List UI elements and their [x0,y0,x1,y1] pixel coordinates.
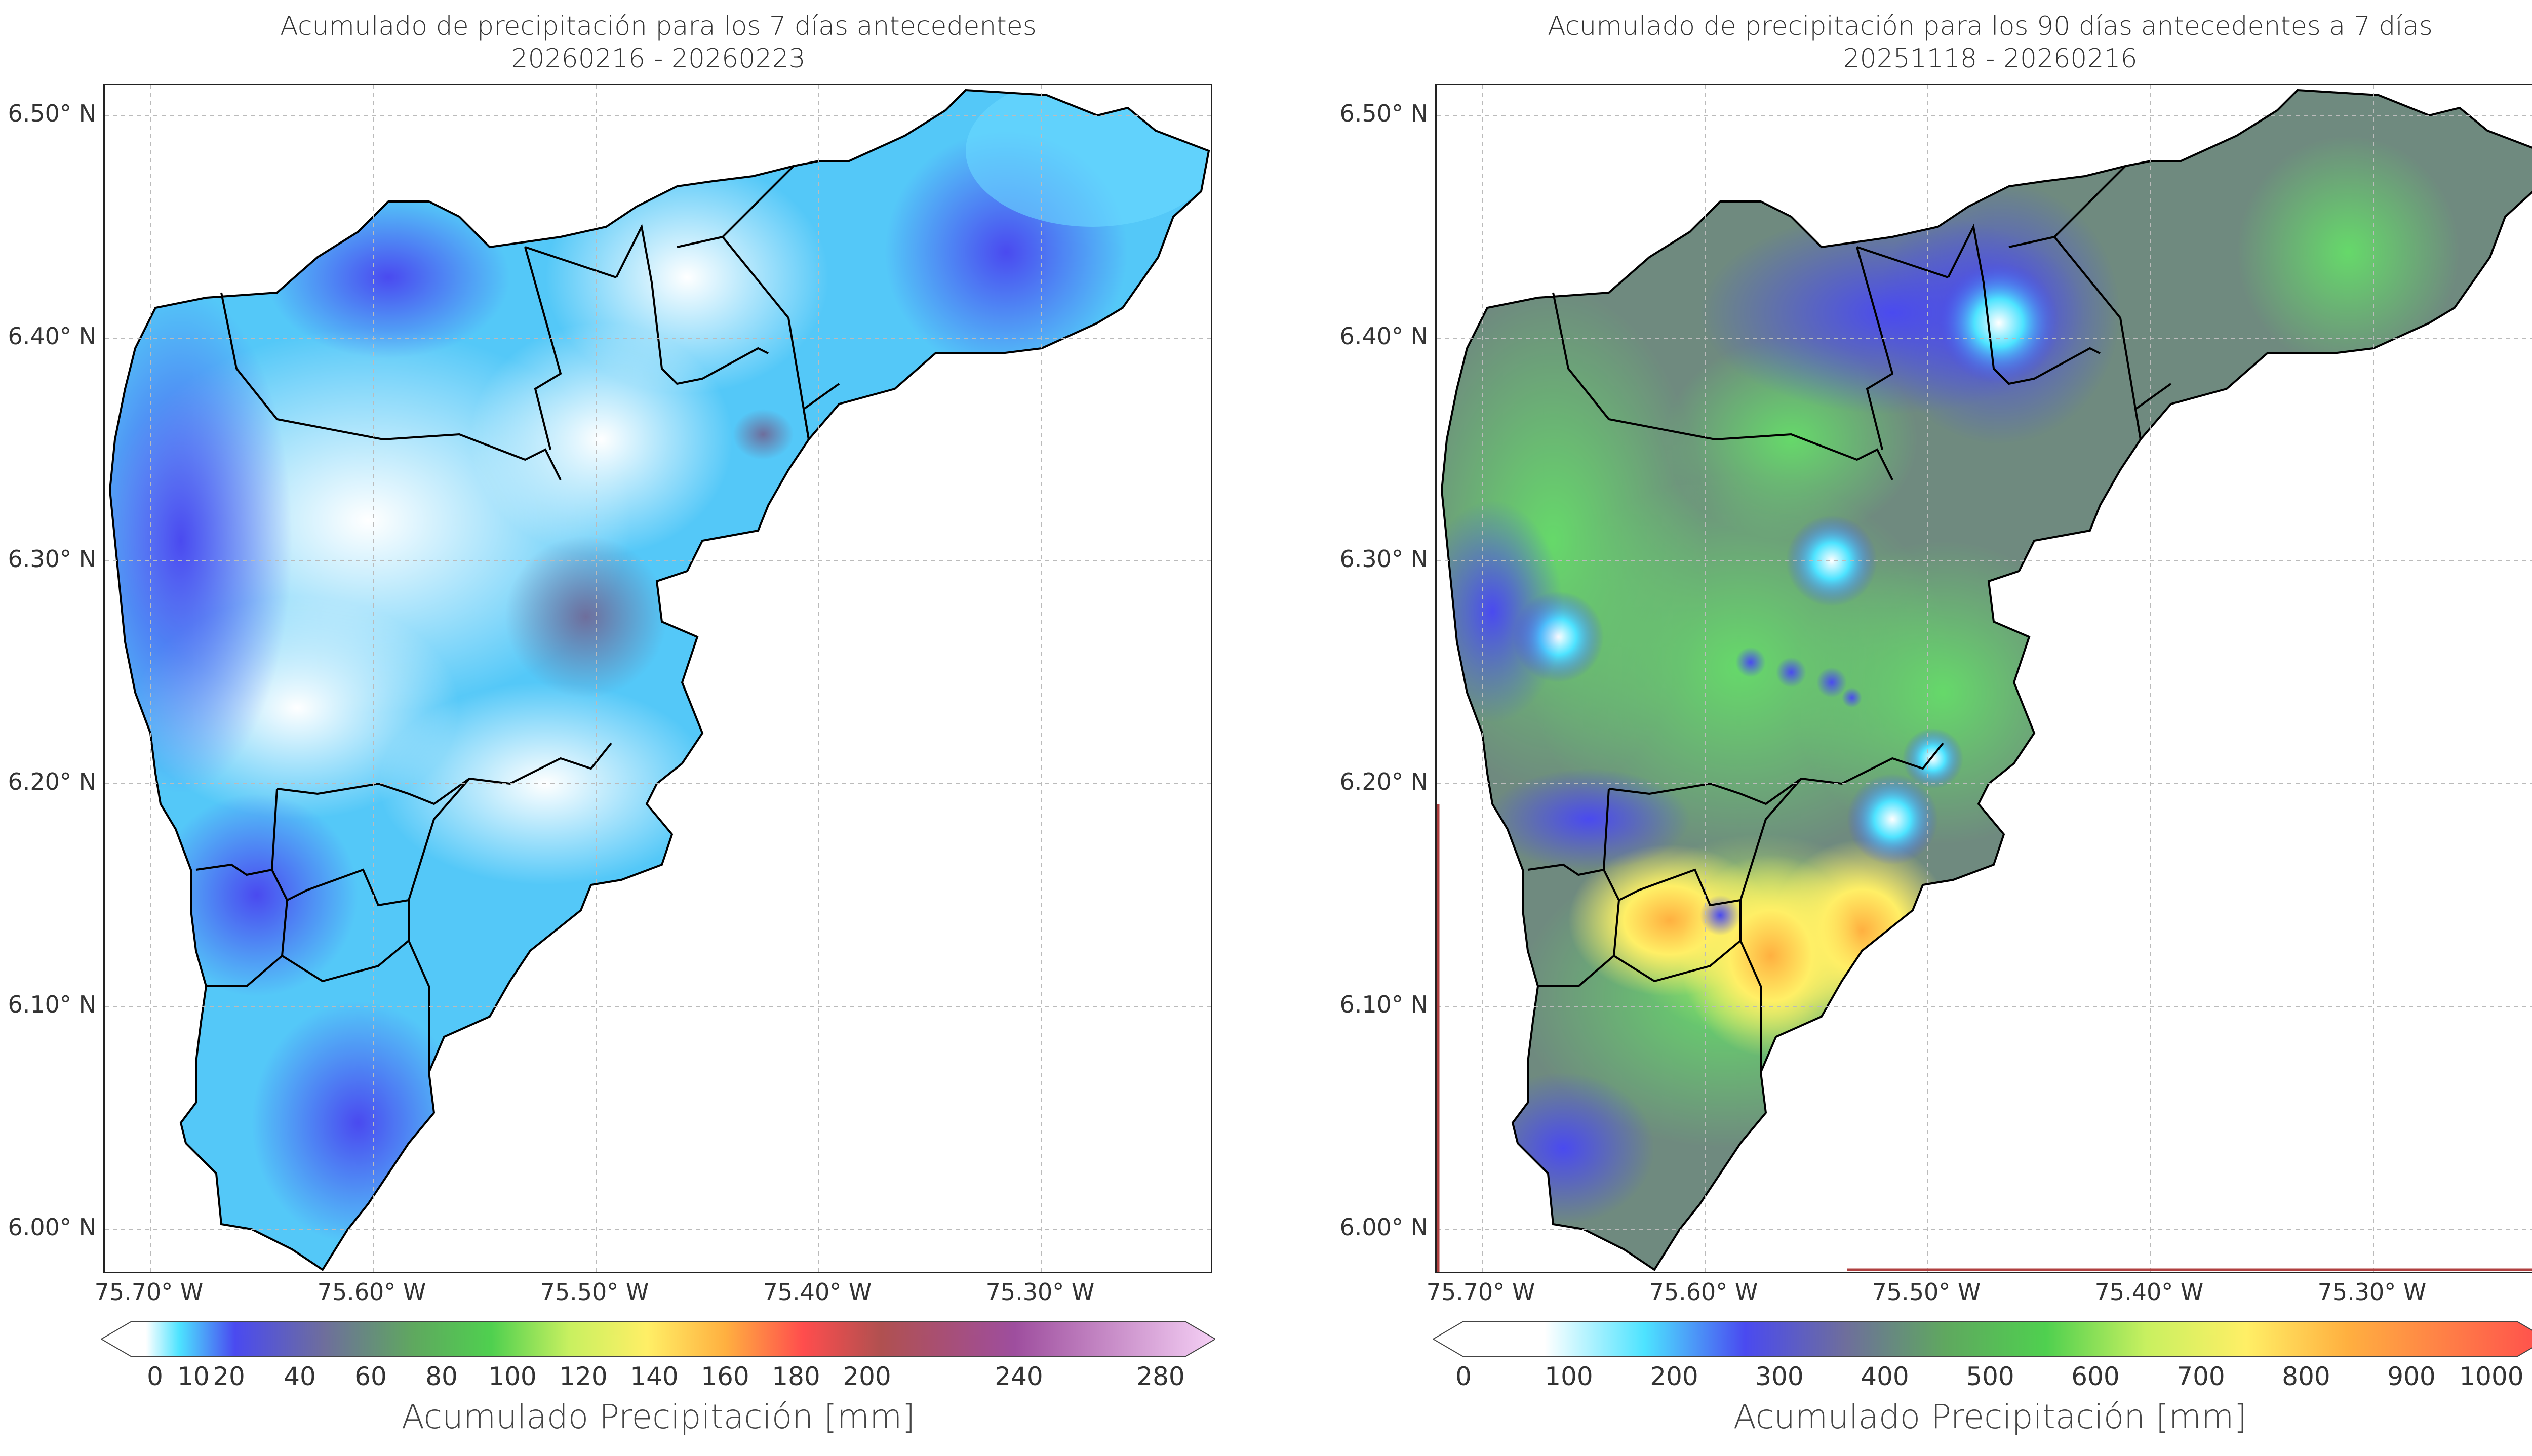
left-title-line1: Acumulado de precipitación para los 7 dí… [280,11,1037,42]
right-cbar-tick-1: 100 [1545,1362,1593,1391]
left-title-line2: 20260216 - 20260223 [511,44,806,74]
left-gridlines [105,85,1211,1272]
right-cbar-tick-3: 300 [1755,1362,1804,1391]
right-cbar-title: Acumulado Precipitación [mm] [1733,1397,2247,1436]
right-title-line1: Acumulado de precipitación para los 90 d… [1548,11,2433,42]
right-lon-label-3: 75.40° W [2094,1278,2204,1306]
left-lon-label-3: 75.40° W [763,1278,872,1306]
left-cbar-tick-3: 40 [284,1362,316,1391]
left-cbar-tick-13: 280 [1136,1362,1185,1391]
right-lat-label-2: 6.30° N [1339,545,1428,573]
left-lon-label-2: 75.50° W [540,1278,649,1306]
right-cbar-tick-4: 400 [1861,1362,1909,1391]
left-cbar-tick-4: 60 [354,1362,387,1391]
right-cbar-tick-2: 200 [1650,1362,1698,1391]
left-cbar-tick-9: 160 [701,1362,749,1391]
right-cbar-tick-0: 0 [1455,1362,1472,1391]
right-lat-label-4: 6.10° N [1339,991,1428,1018]
left-cbar-tick-1: 10 [177,1362,210,1391]
right-cbar-tick-10: 1000 [2459,1362,2524,1391]
left-lat-label-3: 6.20° N [8,768,96,795]
left-lon-label-0: 75.70° W [94,1278,204,1306]
left-lon-label-1: 75.60° W [317,1278,426,1306]
right-lat-label-1: 6.40° N [1339,322,1428,350]
right-lon-label-2: 75.50° W [1872,1278,1981,1306]
right-municipal-boundaries [1527,165,2172,1072]
left-cbar-tick-7: 120 [559,1362,608,1391]
left-cbar-tick-8: 140 [630,1362,679,1391]
right-cbar-tick-9: 900 [2387,1362,2436,1391]
right-cbar-tick-8: 800 [2282,1362,2330,1391]
right-lat-label-5: 6.00° N [1339,1214,1428,1241]
left-lat-label-0: 6.50° N [8,100,96,127]
right-cbar-tick-5: 500 [1966,1362,2014,1391]
left-map[interactable] [103,84,1212,1273]
left-cbar-tick-10: 180 [772,1362,820,1391]
right-map-svg [1437,85,2532,1272]
left-cbar-title: Acumulado Precipitación [mm] [401,1397,916,1436]
left-cbar-tick-0: 0 [147,1362,163,1391]
right-lon-label-0: 75.70° W [1426,1278,1535,1306]
right-lat-label-0: 6.50° N [1339,100,1428,127]
left-cbar-tick-12: 240 [995,1362,1043,1391]
right-lon-label-4: 75.30° W [2317,1278,2427,1306]
right-cbar-tick-6: 600 [2071,1362,2120,1391]
left-lat-label-2: 6.30° N [8,545,96,573]
left-map-svg [105,85,1211,1272]
left-cbar-tick-6: 100 [488,1362,537,1391]
right-lon-label-1: 75.60° W [1649,1278,1758,1306]
right-colorbar [1432,1321,2532,1357]
right-title-line2: 20251118 - 20260216 [1843,44,2138,74]
right-lat-label-3: 6.20° N [1339,768,1428,795]
left-lat-label-1: 6.40° N [8,322,96,350]
left-lat-label-4: 6.10° N [8,991,96,1018]
right-gridlines [1437,85,2532,1272]
left-municipal-boundaries [195,165,840,1072]
left-colorbar [100,1321,1216,1357]
right-cbar-tick-7: 700 [2177,1362,2225,1391]
left-cbar-tick-11: 200 [843,1362,891,1391]
left-lat-label-5: 6.00° N [8,1214,96,1241]
right-map[interactable] [1435,84,2532,1273]
left-cbar-tick-5: 80 [425,1362,458,1391]
left-lon-label-4: 75.30° W [985,1278,1095,1306]
left-cbar-tick-2: 20 [213,1362,245,1391]
